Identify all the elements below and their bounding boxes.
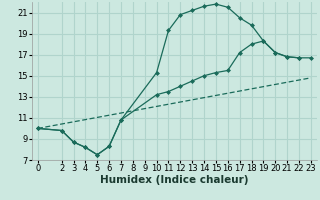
X-axis label: Humidex (Indice chaleur): Humidex (Indice chaleur) — [100, 175, 249, 185]
